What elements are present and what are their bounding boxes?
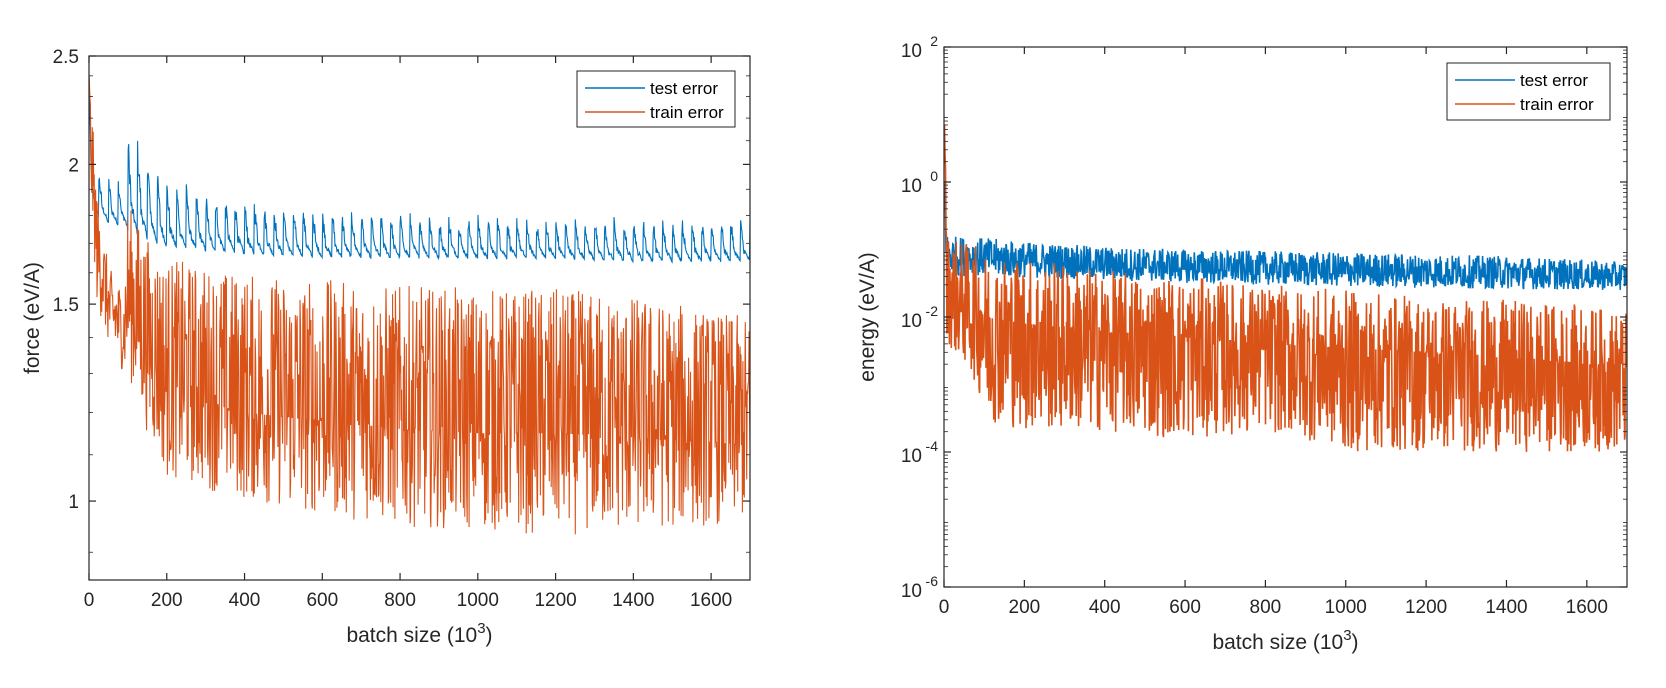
y-tick-label: 1.5 xyxy=(53,295,79,316)
x-tick-label: 600 xyxy=(306,590,338,611)
y-tick-label: 2.5 xyxy=(53,47,79,68)
x-axis-label: batch size (103) xyxy=(1212,627,1358,654)
y-tick-base: 10 xyxy=(901,176,922,197)
y-tick-exponent: -2 xyxy=(926,303,939,319)
legend-box xyxy=(576,70,736,128)
y-tick-label: 10 -6 xyxy=(901,573,938,602)
x-axis-label: batch size (103) xyxy=(346,620,492,647)
y-axis-label: energy (eV/A) xyxy=(856,252,879,382)
x-tick-label: 200 xyxy=(1009,597,1041,618)
y-tick-base: 10 xyxy=(901,311,922,332)
y-tick-label: 10 -2 xyxy=(901,303,938,332)
x-tick-label: 400 xyxy=(229,590,261,611)
series-line-train xyxy=(944,124,1627,452)
x-tick-label: 1000 xyxy=(1325,597,1367,618)
x-tick-label: 800 xyxy=(1250,597,1282,618)
legend-label-test: test error xyxy=(650,79,718,98)
x-tick-label: 0 xyxy=(84,590,95,611)
series-line-test xyxy=(944,181,1627,290)
legend-label-test: test error xyxy=(1520,71,1588,90)
x-axis-label-exponent: 3 xyxy=(1343,627,1351,644)
x-tick-label: 400 xyxy=(1089,597,1121,618)
y-tick-label: 2 xyxy=(68,155,79,176)
x-tick-label: 1200 xyxy=(534,590,576,611)
x-axis-label-close: ) xyxy=(1352,631,1359,654)
y-tick-exponent: 2 xyxy=(930,33,938,49)
legend-label-train: train error xyxy=(650,103,724,122)
series-line-train xyxy=(89,75,750,535)
series-line-test xyxy=(89,75,750,264)
x-tick-label: 1000 xyxy=(457,590,499,611)
x-tick-label: 1600 xyxy=(1566,597,1608,618)
x-tick-label: 1200 xyxy=(1405,597,1447,618)
x-tick-label: 600 xyxy=(1169,597,1201,618)
chart-panel-1: 0 200 400 600 800 1000 1200 1400 1600 1 1.5 2 2.5 bat… xyxy=(21,47,751,647)
x-tick-label: 0 xyxy=(939,597,950,618)
y-tick-label: 10 -4 xyxy=(901,438,938,467)
y-tick-base: 10 xyxy=(901,581,922,602)
axes-box xyxy=(88,55,751,581)
x-tick-label: 1600 xyxy=(690,590,732,611)
x-tick-label: 800 xyxy=(384,590,416,611)
y-tick-label: 1 xyxy=(68,492,79,513)
legend: test error train error xyxy=(1446,62,1611,121)
legend-label-train: train error xyxy=(1520,95,1594,114)
x-axis-label-close: ) xyxy=(486,624,493,647)
x-tick-label: 1400 xyxy=(612,590,654,611)
legend-box xyxy=(1446,62,1611,121)
x-tick-label: 1400 xyxy=(1485,597,1527,618)
y-tick-base: 10 xyxy=(901,446,922,467)
legend: test error train error xyxy=(576,70,736,128)
y-tick-exponent: 0 xyxy=(930,168,938,184)
x-axis-label-text: batch size (10 xyxy=(346,624,477,647)
y-tick-label: 10 0 xyxy=(901,168,938,197)
y-tick-exponent: -4 xyxy=(926,438,939,454)
y-tick-base: 10 xyxy=(901,41,922,62)
x-axis-label-text: batch size (10 xyxy=(1212,631,1343,654)
x-axis-label-exponent: 3 xyxy=(477,620,485,637)
y-tick-label: 10 2 xyxy=(901,33,938,62)
y-axis-label: force (eV/A) xyxy=(21,262,44,374)
y-tick-exponent: -6 xyxy=(926,573,939,589)
x-tick-label: 200 xyxy=(151,590,183,611)
